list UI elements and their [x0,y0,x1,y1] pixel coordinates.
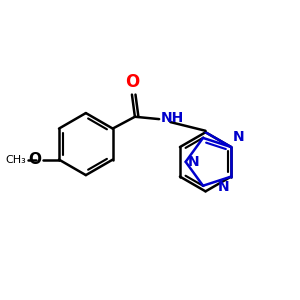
Text: O: O [28,152,41,167]
Text: N: N [218,179,230,194]
Text: N: N [188,155,200,169]
Text: N: N [232,130,244,144]
Text: CH₃: CH₃ [6,154,26,165]
Text: NH: NH [160,111,184,124]
Text: O: O [125,73,140,91]
